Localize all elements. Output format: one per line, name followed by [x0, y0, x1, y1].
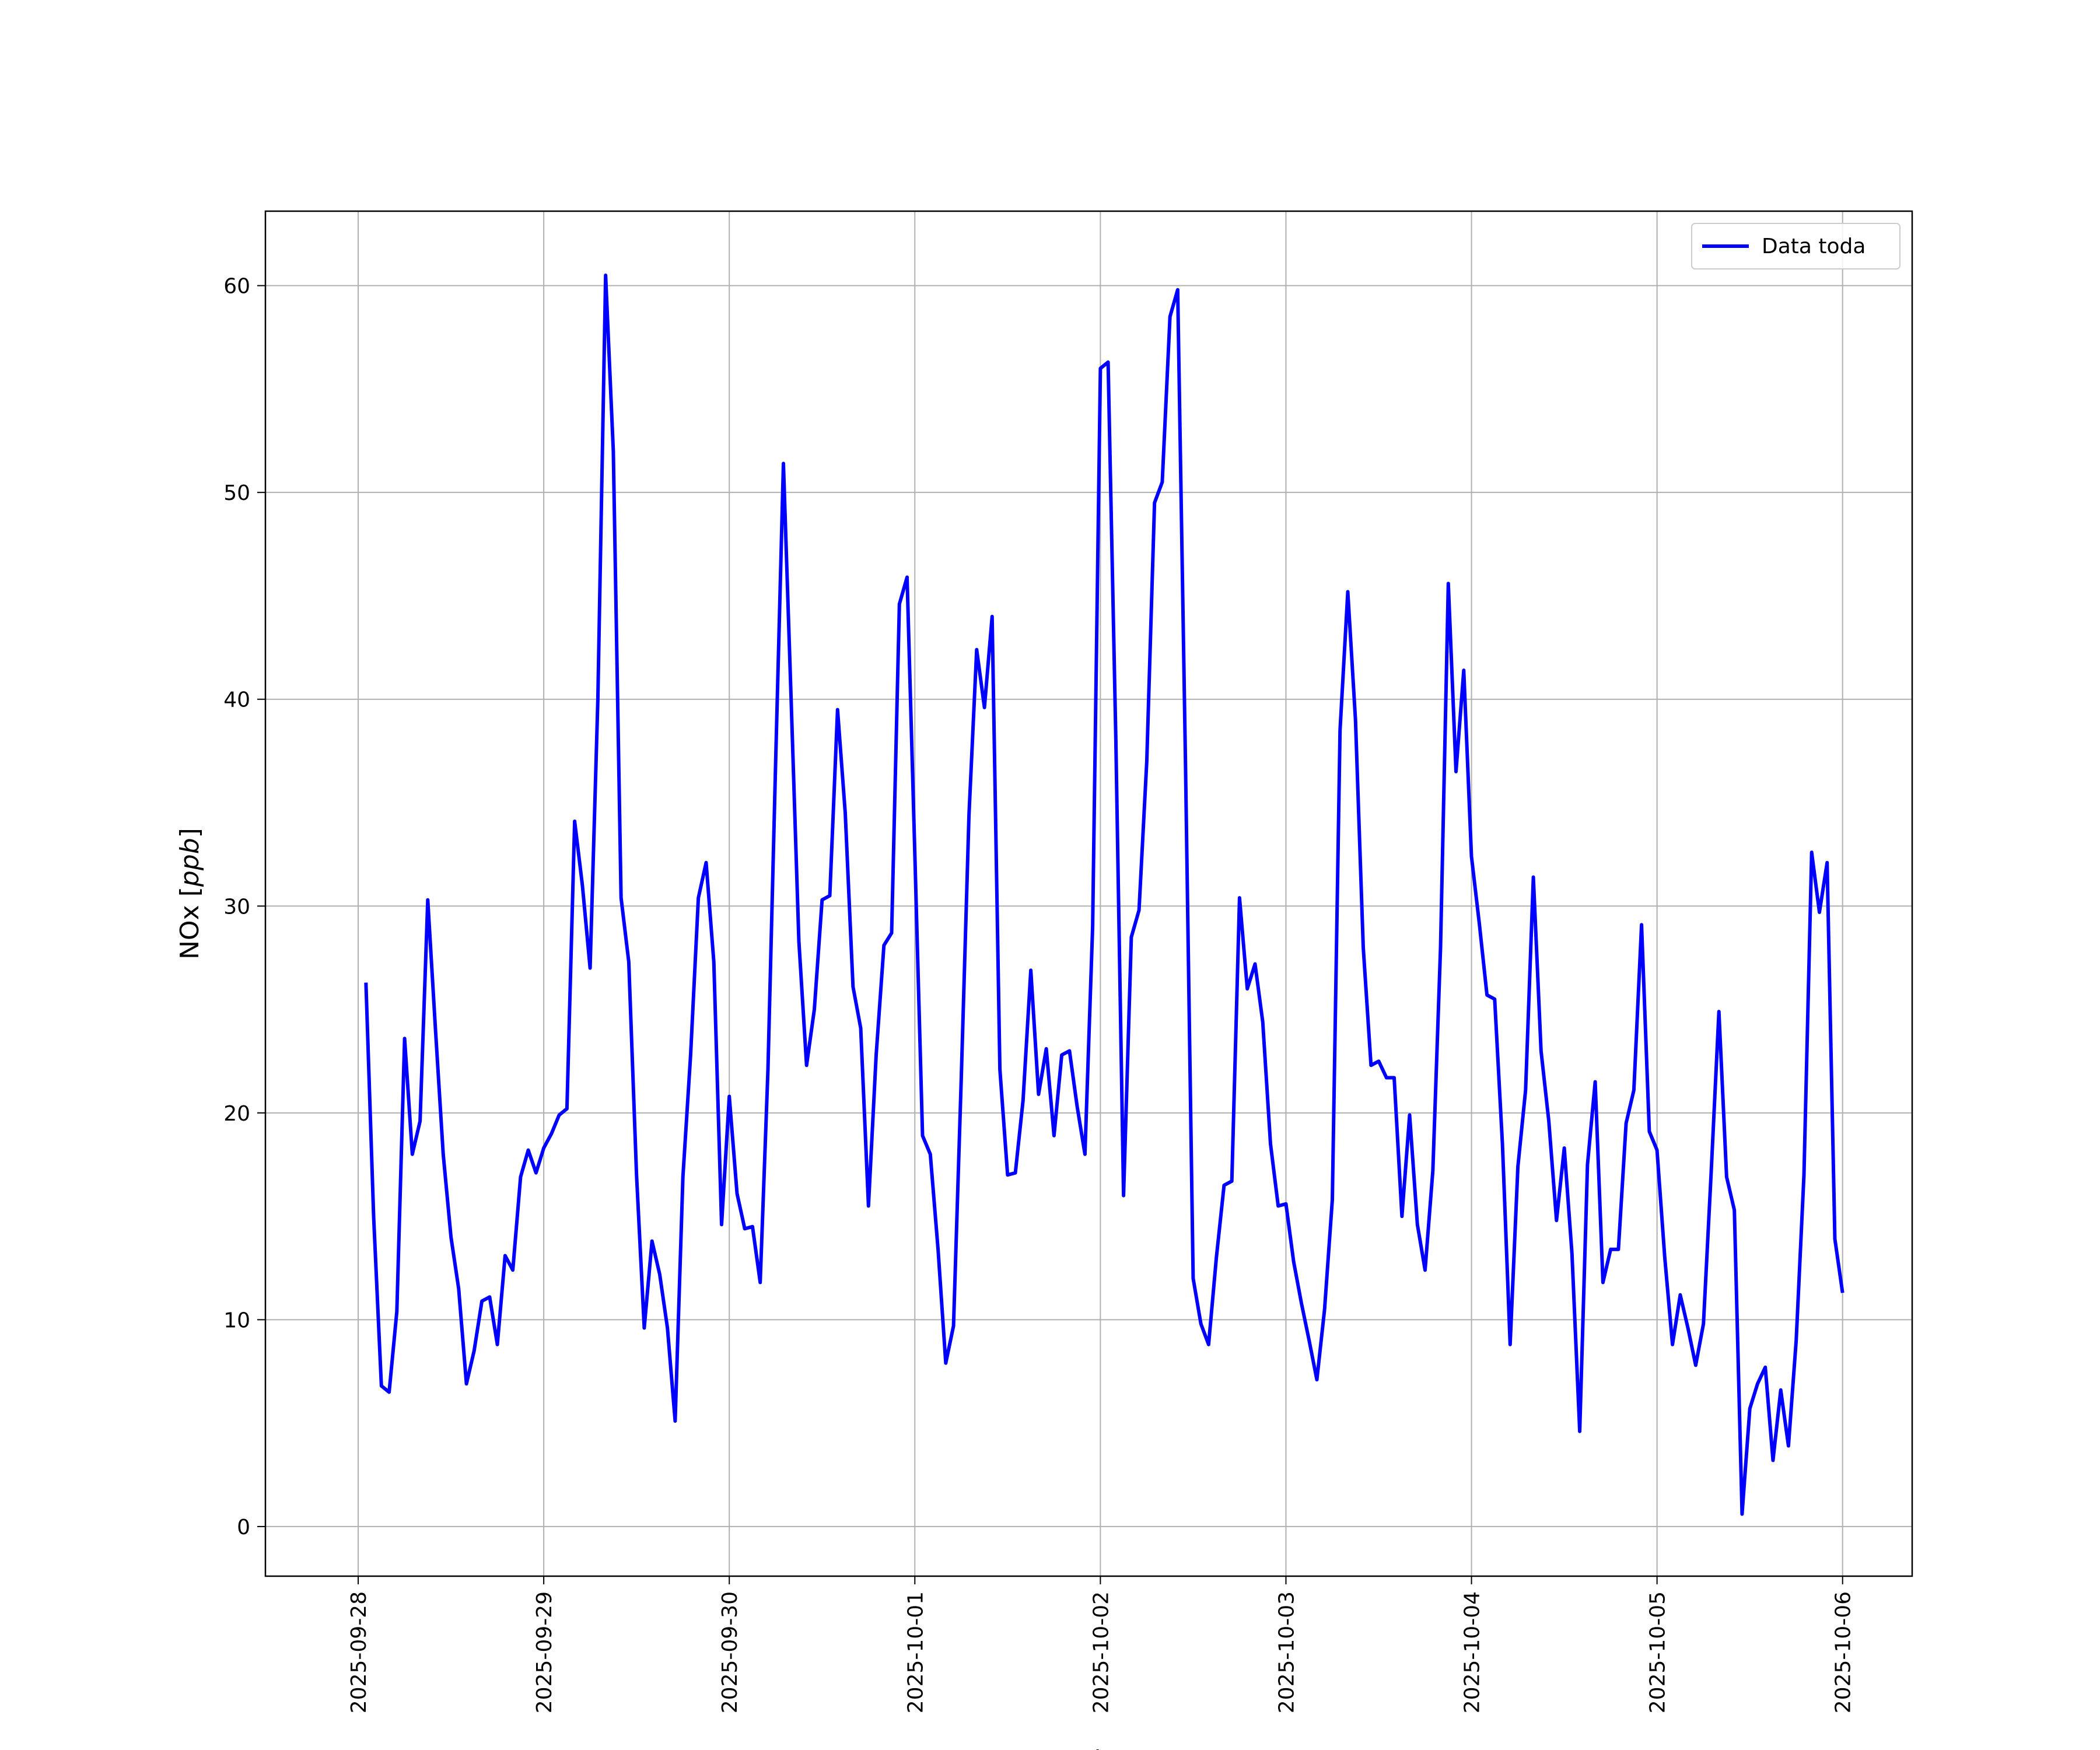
y-axis: 0 10 20 30 40 50 60 — [223, 275, 265, 1539]
x-tick-label: 2025-10-04 — [1461, 1591, 1485, 1713]
legend-box — [1691, 223, 1901, 270]
x-tick-label: 2025-09-30 — [718, 1591, 742, 1713]
grid — [265, 211, 1912, 1576]
y-tick-label: 40 — [223, 688, 250, 712]
x-axis: 2025-09-28 2025-09-29 2025-09-30 2025-10-01… — [347, 1576, 1856, 1713]
x-tick-label: 2025-10-03 — [1275, 1591, 1298, 1713]
y-tick-label: 0 — [237, 1516, 250, 1539]
series-line-layer — [364, 273, 1845, 1516]
x-tick-label: 2025-10-01 — [904, 1591, 928, 1713]
x-tick-label: 2025-10-06 — [1832, 1591, 1856, 1713]
x-axis-title: Fecha — [1051, 1745, 1126, 1750]
plot-frame — [264, 210, 1913, 1577]
x-tick-label: 2025-09-29 — [533, 1591, 556, 1713]
y-tick-label: 60 — [223, 275, 250, 299]
legend-label: Data toda — [1762, 235, 1866, 258]
x-tick-label: 2025-10-05 — [1646, 1591, 1670, 1713]
y-tick-label: 30 — [223, 895, 250, 919]
y-tick-label: 50 — [223, 481, 250, 505]
y-tick-label: 20 — [223, 1102, 250, 1126]
x-tick-label: 2025-09-28 — [347, 1591, 371, 1713]
y-axis-title: NOx [ppb] — [175, 828, 205, 960]
x-tick-label: 2025-10-02 — [1089, 1591, 1113, 1713]
series-line-0 — [364, 273, 1845, 1516]
y-axis-title-suffix: ] — [175, 828, 205, 838]
y-axis-title-prefix: NOx [ — [175, 887, 205, 960]
legend: Data toda — [1691, 223, 1901, 270]
y-axis-title-unit: ppb — [175, 838, 205, 887]
y-tick-label: 10 — [223, 1308, 250, 1332]
